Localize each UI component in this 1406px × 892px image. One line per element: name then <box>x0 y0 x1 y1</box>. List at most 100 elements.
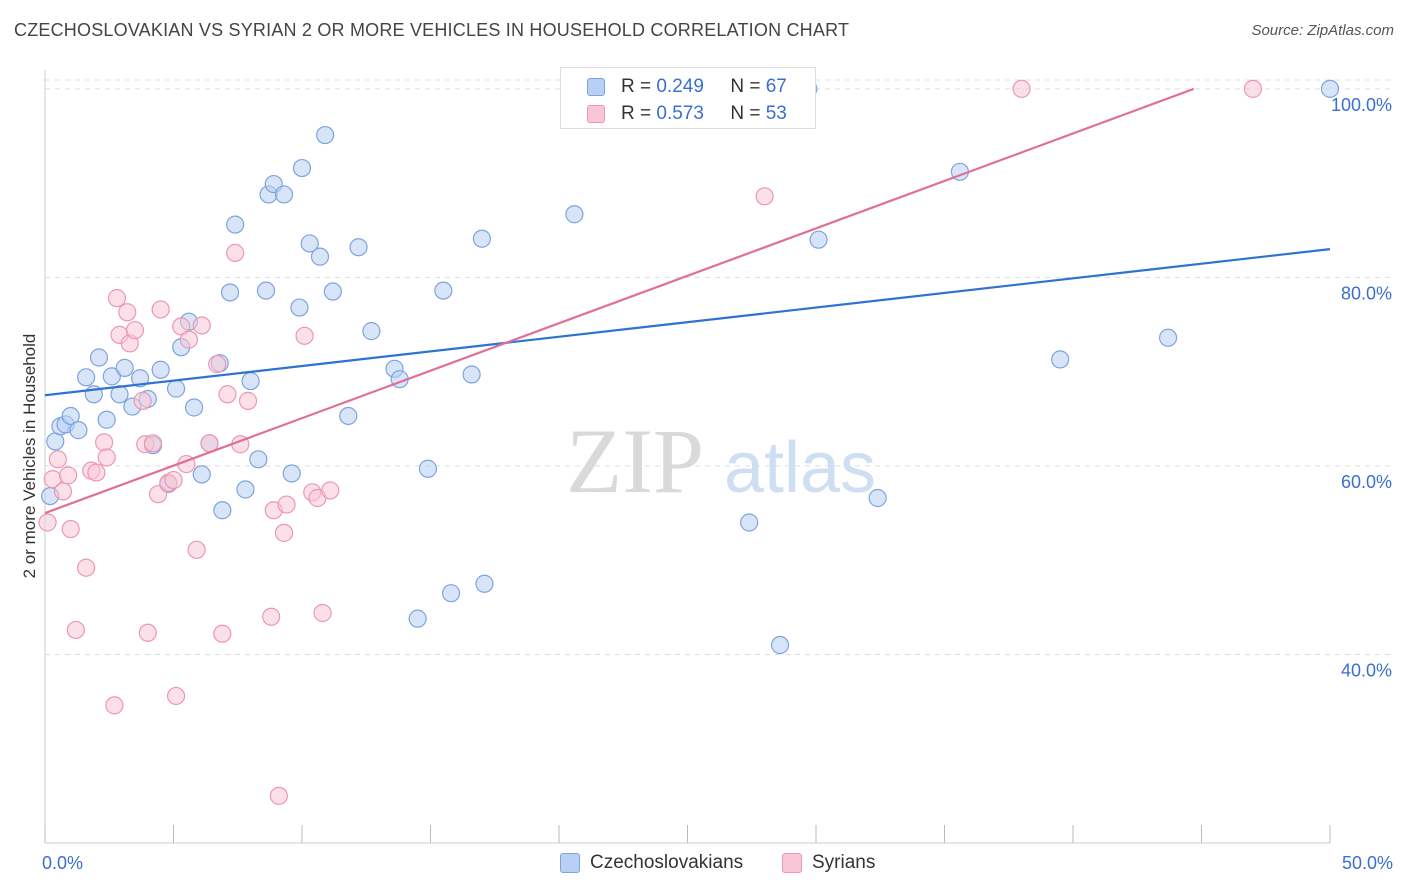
syrian-point <box>295 326 314 345</box>
syrian-point <box>53 482 73 501</box>
syrian-point <box>213 624 232 643</box>
syrian-point <box>226 243 245 262</box>
syrian-point <box>105 696 124 715</box>
syrian-point <box>148 485 168 504</box>
czech-point <box>362 322 381 341</box>
czech-point <box>115 358 134 377</box>
czech-point <box>213 501 232 520</box>
tick-labels: 40.0% 60.0% 80.0% 100.0% 0.0% 50.0% <box>42 95 1393 873</box>
trend-lines <box>44 87 1331 515</box>
czech-point <box>192 465 211 484</box>
czech-point <box>472 229 491 248</box>
czech-point <box>434 281 453 300</box>
r-label: R = <box>621 103 652 124</box>
syrian-point <box>313 603 332 623</box>
czech-points <box>41 79 1340 655</box>
syrian-point <box>277 495 296 514</box>
x-tick-label: 50.0% <box>1342 853 1393 873</box>
syrian-point <box>151 300 170 319</box>
czech-point <box>1158 328 1178 347</box>
x-tick-label: 0.0% <box>42 853 83 873</box>
czech-point <box>184 398 204 417</box>
syrian-point <box>118 303 137 322</box>
czech-point <box>220 283 240 302</box>
syrian-point <box>138 623 157 642</box>
czech-point <box>408 609 427 628</box>
syrian-point <box>66 620 85 640</box>
syrian-point <box>107 289 127 308</box>
czech-point <box>274 185 294 204</box>
watermark-zip: ZIP <box>566 410 704 512</box>
syrian-point <box>218 385 237 404</box>
czech-n-value: 67 <box>765 76 787 97</box>
czech-point <box>256 281 276 300</box>
czech-point <box>565 205 584 224</box>
syrian-point <box>125 321 145 340</box>
syrian-point <box>192 316 211 335</box>
syrian-n-value: 53 <box>765 103 787 124</box>
syrian-point <box>143 434 163 453</box>
syrian-point <box>208 355 227 374</box>
watermark: ZIP atlas <box>566 410 876 512</box>
czech-swatch <box>587 78 605 96</box>
syrian-point <box>179 330 199 349</box>
czech-point <box>770 635 790 655</box>
chart-title: CZECHOSLOVAKIAN VS SYRIAN 2 OR MORE VEHI… <box>14 20 850 40</box>
y-tick-label: 100.0% <box>1331 95 1392 115</box>
syrian-point <box>274 523 294 542</box>
syrian-point <box>262 607 281 626</box>
syrian-point <box>95 433 114 452</box>
czech-point <box>151 360 170 379</box>
grid-lines <box>45 79 1392 655</box>
czech-point <box>475 574 494 593</box>
syrian-point <box>59 466 78 485</box>
czech-point <box>300 234 319 253</box>
czech-point <box>46 432 65 451</box>
czech-point <box>97 410 116 429</box>
r-label: R = <box>621 76 652 97</box>
axes <box>44 70 1331 844</box>
czech-point <box>226 215 245 234</box>
czech-point <box>323 282 342 301</box>
czech-r-value: 0.249 <box>656 76 704 97</box>
czech-point <box>69 421 88 440</box>
czech-point <box>292 158 312 178</box>
n-label: N = <box>730 76 761 97</box>
syrian-legend-label: Syrians <box>812 852 876 873</box>
czech-point <box>740 513 759 532</box>
czech-legend-swatch <box>560 853 580 873</box>
syrian-point <box>1012 79 1031 98</box>
syrian-point <box>187 540 206 559</box>
czech-point <box>418 459 438 478</box>
czech-point <box>77 368 96 387</box>
syrian-point <box>97 448 116 467</box>
czech-point <box>282 464 301 483</box>
syrian-point <box>269 786 288 805</box>
syrian-point <box>1243 79 1263 98</box>
source-credit: Source: ZipAtlas.com <box>1251 22 1394 39</box>
syrian-swatch <box>587 105 605 123</box>
syrian-point <box>61 519 80 539</box>
czech-point <box>316 125 335 145</box>
syrian-trend-line <box>44 87 1195 515</box>
syrian-point <box>321 481 340 500</box>
syrian-point <box>238 391 258 410</box>
syrian-point <box>48 450 67 469</box>
czech-point <box>89 348 109 367</box>
y-tick-label: 80.0% <box>1341 283 1392 303</box>
czech-point <box>130 369 150 388</box>
czech-point <box>809 230 828 249</box>
czech-point <box>462 365 481 384</box>
syrian-point <box>77 558 96 577</box>
czech-point <box>1320 79 1340 98</box>
czech-point <box>868 488 887 508</box>
syrian-point <box>755 187 774 206</box>
y-tick-label: 40.0% <box>1341 660 1392 680</box>
n-label: N = <box>730 103 761 124</box>
syrian-point <box>164 470 183 490</box>
czech-trend-line <box>44 248 1331 397</box>
syrian-point <box>133 391 152 410</box>
czech-point <box>61 406 80 426</box>
czech-point <box>349 238 368 257</box>
